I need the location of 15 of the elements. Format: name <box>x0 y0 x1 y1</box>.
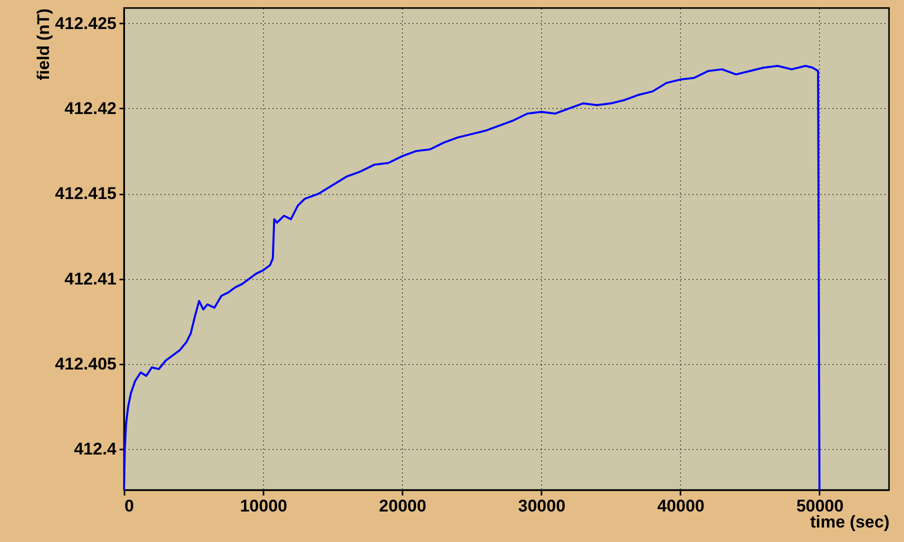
y-tick-label: 412.405 <box>55 354 116 374</box>
x-tick-label: 0 <box>124 496 134 516</box>
y-tick-label: 412.41 <box>64 269 116 288</box>
y-tick-label: 412.425 <box>55 14 116 33</box>
x-tick-label: 10000 <box>240 496 288 516</box>
line-series <box>124 64 820 490</box>
x-axis-title: time (sec) <box>810 512 890 532</box>
y-axis-title: field (nT) <box>34 8 54 80</box>
y-tick-label: 412.4 <box>74 440 118 459</box>
x-tick-label: 20000 <box>379 496 426 516</box>
y-tick-label: 412.42 <box>64 98 116 118</box>
x-tick-label: 40000 <box>657 496 705 516</box>
y-tick-label: 412.415 <box>55 184 116 204</box>
x-tick-label: 50000 <box>796 496 844 516</box>
x-tick-label: 30000 <box>518 496 566 516</box>
